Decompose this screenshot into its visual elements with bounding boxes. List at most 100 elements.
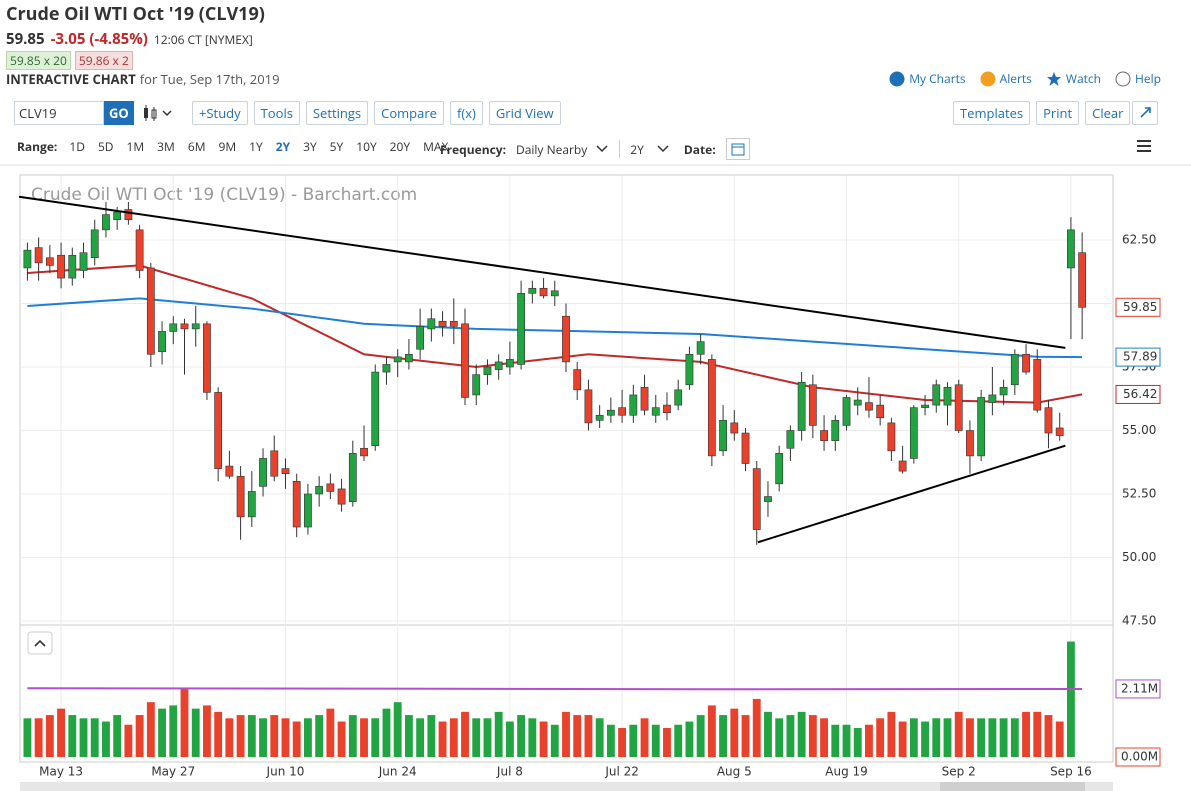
range-option[interactable]: 9M <box>218 138 237 155</box>
link-icon <box>1115 71 1131 86</box>
link-icon <box>889 71 905 86</box>
y-tick-label: 62.50 <box>1122 233 1156 247</box>
volume-bar <box>550 724 559 757</box>
y-tick-label: 47.50 <box>1122 614 1156 628</box>
toolbar-button[interactable]: Tools <box>253 101 300 125</box>
candle-body <box>449 320 458 327</box>
range-option[interactable]: 1M <box>126 138 145 155</box>
candle-body <box>921 404 929 408</box>
volume-bar <box>34 718 43 757</box>
candle-body <box>988 394 997 403</box>
collapse-button[interactable] <box>27 631 53 655</box>
range-option[interactable]: 3Y <box>303 138 317 155</box>
range-option[interactable]: 20Y <box>389 138 411 155</box>
header-link[interactable]: My Charts <box>909 70 966 87</box>
candle-body <box>786 430 795 449</box>
chart-heading: INTERACTIVE CHART for Tue, Sep 17th, 201… <box>6 70 280 88</box>
toolbar-button[interactable]: Compare <box>374 101 444 125</box>
candle-body <box>348 453 357 502</box>
candle-body <box>674 389 683 406</box>
toolbar-button[interactable]: Templates <box>953 101 1031 125</box>
range-option[interactable]: 6M <box>187 138 206 155</box>
candle-body <box>977 397 986 457</box>
calendar-button[interactable] <box>725 138 750 160</box>
range-option[interactable]: 1Y <box>249 138 263 155</box>
range-label: Range: <box>17 138 58 155</box>
volume-bar <box>1010 718 1019 757</box>
date-label: Date: <box>683 140 716 158</box>
volume-bar <box>1066 641 1075 757</box>
moving-average <box>27 297 1083 359</box>
volume-bar <box>315 715 324 757</box>
candle-body <box>102 214 110 231</box>
candle-body <box>663 404 671 414</box>
header-link[interactable]: Alerts <box>999 70 1032 87</box>
header-link[interactable]: Help <box>1135 70 1161 87</box>
scroll-thumb[interactable] <box>940 782 1085 791</box>
range-option[interactable]: 2Y <box>275 138 291 155</box>
volume-bar <box>337 721 346 757</box>
toolbar-button[interactable]: Settings <box>305 101 369 125</box>
chart-type-icon[interactable] <box>142 103 176 123</box>
candle-body <box>57 254 65 279</box>
toolbar-button[interactable]: Print <box>1036 101 1080 125</box>
candle-body <box>853 399 862 406</box>
volume-bar <box>169 705 178 757</box>
volume-bar <box>629 724 638 757</box>
candle-body <box>45 257 54 266</box>
volume-average <box>27 687 1083 691</box>
scrollbar[interactable] <box>20 782 1113 791</box>
go-button[interactable]: GO <box>104 101 134 125</box>
volume-bar <box>775 718 784 757</box>
volume-bar <box>494 711 503 757</box>
symbol-input[interactable]: CLV19 <box>14 101 104 125</box>
expand-button[interactable] <box>1132 101 1158 125</box>
toolbar-right: Templates Print Clear <box>953 101 1131 125</box>
candle-body <box>405 353 413 363</box>
range-option[interactable]: 5D <box>97 138 114 155</box>
period-select[interactable]: 2Y <box>630 140 644 158</box>
y-tick-label: 55.00 <box>1122 423 1156 437</box>
header-link[interactable]: Watch <box>1065 70 1102 87</box>
candle-body <box>528 287 537 294</box>
candle-body <box>68 254 77 279</box>
divider <box>619 140 621 158</box>
volume-bar <box>393 702 402 757</box>
volume-bar <box>1022 711 1030 757</box>
volume-bar <box>999 718 1008 757</box>
range-option[interactable]: 3M <box>157 138 175 155</box>
candle-body <box>651 407 660 416</box>
volume-bar <box>191 708 200 757</box>
candle-body <box>438 320 447 327</box>
candle-body <box>472 374 481 396</box>
range-option[interactable]: 1D <box>69 138 85 155</box>
toolbar-button[interactable]: Clear <box>1085 101 1131 125</box>
symbol-box: CLV19 GO <box>14 101 176 125</box>
candle-body <box>808 384 817 426</box>
candle-body <box>752 468 761 530</box>
volume-bar <box>247 715 256 757</box>
range-option[interactable]: 5Y <box>329 138 344 155</box>
frequency-select[interactable]: Daily Nearby <box>516 140 588 158</box>
volume-bar <box>79 718 88 757</box>
toolbar-buttons: +Study Tools Settings Compare f(x) Grid View <box>192 101 561 125</box>
candle-body <box>719 420 727 452</box>
volume-bar <box>663 727 671 757</box>
volume-bar <box>685 721 694 757</box>
candle-body <box>270 450 279 477</box>
candle-body <box>550 290 559 297</box>
link-icon <box>980 71 996 86</box>
toolbar-button[interactable]: +Study <box>192 101 248 125</box>
candle-body <box>326 483 335 492</box>
x-tick-label: Jul 8 <box>496 765 523 779</box>
menu-icon[interactable] <box>1136 139 1152 153</box>
volume-bar <box>573 715 582 757</box>
toolbar-button[interactable]: Grid View <box>488 101 561 125</box>
candle-body <box>169 323 178 332</box>
last-price-label: 59.85 <box>1123 300 1157 314</box>
volume-bar <box>932 718 941 757</box>
volume-bar <box>449 718 458 757</box>
range-option[interactable]: MAX <box>423 138 449 155</box>
toolbar-button[interactable]: f(x) <box>449 101 483 125</box>
range-option[interactable]: 10Y <box>356 138 377 155</box>
